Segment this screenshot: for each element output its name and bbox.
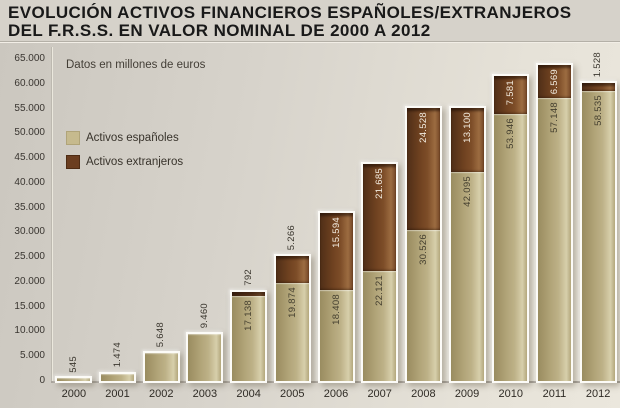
bar-2001 (99, 371, 137, 383)
bar-2007: 21.685 22.121 (361, 162, 399, 383)
x-axis-label-2002: 2002 (148, 388, 174, 400)
legend-swatch-espanoles (66, 131, 80, 145)
x-axis-label-2004: 2004 (236, 388, 261, 400)
bar-2005: 19.874 (273, 254, 311, 383)
bar-segment-extranjeros-2007: 21.685 (363, 164, 397, 272)
x-axis-label-2000: 2000 (61, 388, 87, 400)
chart-header: EVOLUCIÓN ACTIVOS FINANCIEROS ESPAÑOLES/… (8, 4, 616, 40)
y-axis-tick-label-55000: 55.000 (14, 102, 45, 114)
y-axis-tick-label-50000: 50.000 (14, 127, 45, 139)
legend-label-espanoles: Activos españoles (86, 132, 179, 144)
y-axis-tick-label-40000: 40.000 (14, 176, 45, 188)
bar-segment-espanoles-2007: 22.121 (363, 271, 397, 381)
bar-segment-espanoles-2004: 17.138 (232, 296, 266, 381)
y-axis-tick-label-30000: 30.000 (14, 226, 45, 238)
y-axis-tick-label-0: 0 (39, 375, 45, 386)
bar-segment-espanoles-2006: 18.408 (319, 289, 353, 381)
bar-segment-espanoles-2005: 19.874 (275, 282, 309, 381)
bar-2004: 17.138 (230, 290, 268, 383)
bar-2010: 7.581 53.946 (492, 74, 530, 383)
x-axis-label-2003: 2003 (192, 388, 218, 400)
legend-item-extranjeros: Activos extranjeros (66, 155, 183, 169)
bar-segment-espanoles-2010: 53.946 (494, 113, 528, 381)
chart-title: EVOLUCIÓN ACTIVOS FINANCIEROS ESPAÑOLES/… (8, 4, 616, 40)
bar-segment-extranjeros-2006: 15.594 (319, 212, 353, 290)
bar-segment-extranjeros-2005 (275, 256, 309, 283)
bar-segment-espanoles-2003 (188, 334, 222, 381)
x-axis-label-2006: 2006 (323, 388, 349, 400)
x-axis-label-2009: 2009 (454, 388, 480, 400)
y-axis-tick-label-60000: 60.000 (14, 77, 45, 89)
x-axis-label-2010: 2010 (498, 388, 523, 400)
chart-subtitle: Datos en millones de euros (66, 59, 206, 71)
bar-segment-espanoles-2001 (101, 373, 135, 381)
bar-2012: 58.535 (579, 81, 617, 383)
bar-2006: 15.594 18.408 (317, 210, 355, 383)
bar-segment-extranjeros-2011: 6.569 (537, 65, 571, 98)
x-axis-label-2012: 2012 (585, 388, 611, 400)
bar-2011: 6.569 57.148 (535, 63, 573, 383)
bar-2002 (142, 351, 180, 383)
bar-2003 (186, 332, 224, 383)
bar-segment-extranjeros-2012 (581, 83, 615, 92)
bar-segment-espanoles-2008: 30.526 (406, 229, 440, 381)
bar-2008: 24.528 30.526 (404, 106, 442, 383)
x-axis-label-2007: 2007 (367, 388, 392, 400)
y-axis-line (51, 47, 53, 381)
x-axis-label-2011: 2011 (542, 388, 567, 400)
x-axis-label-2005: 2005 (280, 388, 305, 400)
y-axis-tick-label-45000: 45.000 (14, 152, 45, 164)
bar-segment-extranjeros-2004 (232, 292, 266, 297)
y-axis-tick-label-35000: 35.000 (14, 201, 45, 213)
y-axis-tick-label-10000: 10.000 (14, 325, 45, 337)
chart-title-line2: DEL F.R.S.S. EN VALOR NOMINAL DE 2000 A … (8, 21, 431, 40)
bar-segment-espanoles-2009: 42.095 (450, 172, 484, 381)
legend-item-espanoles: Activos españoles (66, 131, 183, 145)
x-axis-label-2008: 2008 (411, 388, 436, 400)
chart-title-line1: EVOLUCIÓN ACTIVOS FINANCIEROS ESPAÑOLES/… (8, 3, 572, 22)
y-axis-tick-label-15000: 15.000 (14, 300, 45, 312)
title-separator (0, 41, 620, 43)
y-axis-tick-label-65000: 65.000 (14, 53, 45, 64)
bar-segment-espanoles-2002 (144, 353, 178, 381)
legend-label-extranjeros: Activos extranjeros (86, 156, 184, 168)
bar-segment-espanoles-2012: 58.535 (581, 91, 615, 381)
y-axis-tick-label-20000: 20.000 (14, 275, 45, 287)
y-axis-tick-label-5000: 5.000 (19, 350, 45, 362)
bar-segment-extranjeros-2008: 24.528 (406, 108, 440, 230)
legend: Activos españoles Activos extranjeros (66, 131, 183, 179)
y-axis-tick-label-25000: 25.000 (14, 251, 45, 263)
bar-segment-espanoles-2011: 57.148 (537, 97, 571, 381)
bar-2009: 13.100 42.095 (448, 105, 486, 383)
bar-segment-extranjeros-2010: 7.581 (494, 76, 528, 114)
bar-segment-extranjeros-2009: 13.100 (450, 107, 484, 173)
x-axis-label-2001: 2001 (105, 388, 130, 400)
bar-segment-espanoles-2000 (57, 378, 91, 381)
bar-2000 (55, 376, 93, 383)
legend-swatch-extranjeros (66, 155, 80, 169)
